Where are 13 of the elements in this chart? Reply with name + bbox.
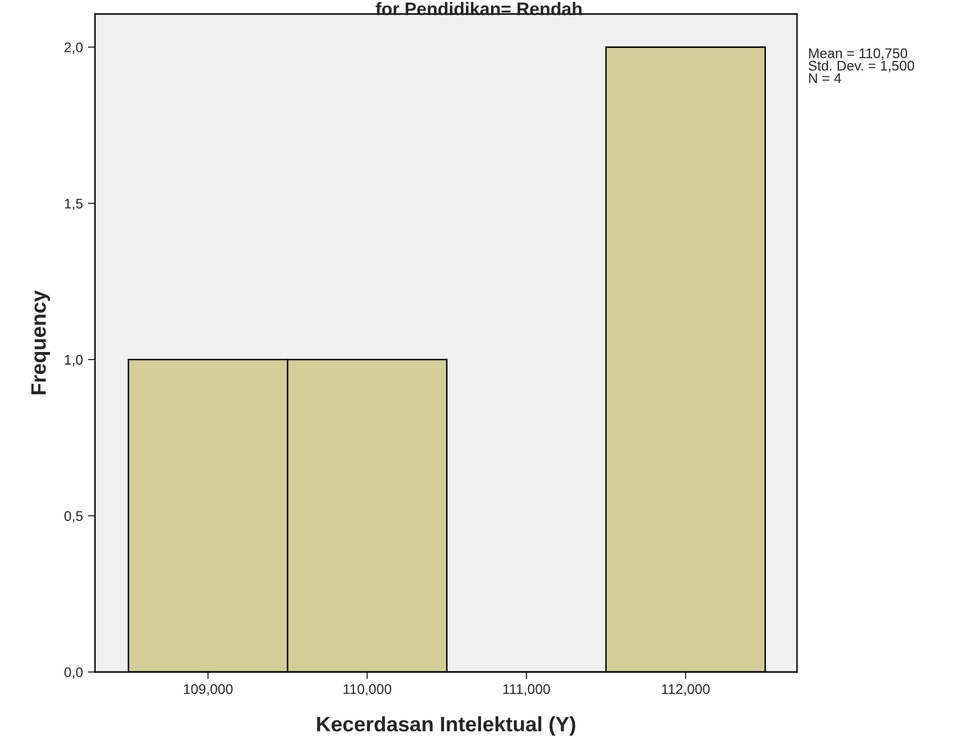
y-tick-label: 0,0	[64, 667, 83, 679]
y-tick-label: 1,5	[64, 198, 83, 210]
text: Mean = 110,750 Std. Dev. = 1,500 N = 4	[808, 48, 914, 83]
x-tick-label: 111,000	[503, 684, 550, 696]
y-tick-label: 2,0	[64, 42, 83, 54]
x-tick-label: 110,000	[344, 684, 392, 696]
y-tick-label: 1,0	[64, 354, 83, 366]
y-axis-title: Frequency	[31, 290, 50, 394]
x-tick-label: 112,000	[662, 684, 710, 696]
x-axis-title: Kecerdasan Intelektual (Y)	[317, 716, 576, 736]
chart-title: for Pendidikan= Rendah	[376, 2, 582, 16]
x-tick-label: 109,000	[184, 684, 233, 696]
y-tick-label: 0,5	[64, 511, 83, 523]
